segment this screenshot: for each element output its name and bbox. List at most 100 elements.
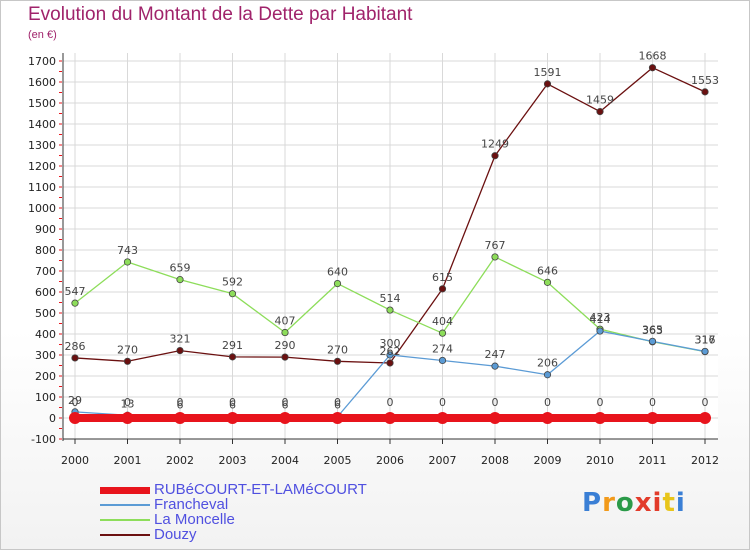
data-label: 659: [170, 262, 191, 275]
data-label: 0: [177, 396, 184, 409]
data-label: 0: [334, 396, 341, 409]
x-tick-label: 2007: [429, 454, 457, 467]
data-point: [384, 412, 396, 424]
logo-letter: i: [675, 488, 686, 518]
data-label: 0: [649, 396, 656, 409]
data-label: 767: [485, 239, 506, 252]
y-tick-label: 1200: [28, 160, 56, 173]
data-point: [281, 328, 289, 337]
data-label: 0: [702, 396, 709, 409]
data-point: [226, 412, 239, 424]
data-point: [333, 357, 342, 365]
data-label: 6: [229, 399, 236, 412]
data-label: 316: [695, 334, 716, 347]
y-tick-label: -100: [31, 433, 56, 446]
grid: [63, 53, 718, 440]
proxiti-logo: Proxiti: [582, 488, 686, 518]
x-tick-label: 2012: [691, 454, 719, 467]
data-point: [333, 279, 342, 288]
data-point: [646, 412, 659, 424]
x-tick-label: 2005: [324, 454, 352, 467]
data-label: 0: [544, 396, 551, 409]
data-point: [123, 357, 132, 365]
data-point: [543, 371, 552, 379]
data-label: 514: [380, 292, 401, 305]
data-label: 274: [432, 342, 453, 355]
series-layer: [69, 64, 711, 424]
data-point: [701, 347, 709, 356]
data-point: [701, 88, 709, 96]
y-tick-label: 400: [35, 328, 56, 341]
data-point: [386, 351, 394, 359]
y-tick-label: 1100: [28, 181, 56, 194]
chart-title: Evolution du Montant de la Dette par Hab…: [28, 4, 413, 25]
y-axis: -100 0 100 200 300 400 500 600 700 800 900 1000 1100…: [28, 53, 64, 446]
y-tick-label: 600: [35, 286, 56, 299]
data-label: 0: [387, 396, 394, 409]
data-point: [491, 362, 499, 370]
data-point: [438, 356, 447, 365]
data-label: 1591: [534, 66, 562, 79]
data-point: [174, 412, 186, 424]
data-point: [541, 412, 554, 424]
legend-swatch: [100, 534, 150, 536]
data-label: 29: [68, 394, 82, 407]
data-point: [279, 412, 291, 424]
data-label: 363: [642, 324, 663, 337]
x-tick-label: 2009: [534, 454, 562, 467]
data-label: 1553: [691, 74, 719, 87]
y-tick-label: 0: [49, 412, 56, 425]
data-point: [648, 337, 657, 345]
data-label: 291: [222, 339, 243, 352]
x-tick-label: 2011: [639, 454, 667, 467]
x-tick-label: 2008: [481, 454, 509, 467]
legend-swatch: [100, 504, 150, 506]
data-point: [594, 412, 606, 424]
data-label: 13: [121, 397, 135, 410]
data-label: 206: [537, 357, 558, 370]
y-tick-label: 1600: [28, 76, 56, 89]
y-tick-label: 700: [35, 265, 56, 278]
data-point: [438, 329, 447, 337]
data-point: [596, 327, 604, 335]
data-point: [176, 276, 184, 284]
x-tick-label: 2003: [219, 454, 247, 467]
data-point: [436, 412, 449, 424]
y-tick-label: 800: [35, 244, 56, 257]
data-label: 321: [170, 333, 191, 346]
data-label: 0: [72, 396, 79, 409]
data-point: [281, 353, 289, 361]
data-point: [71, 299, 79, 307]
data-point: [123, 258, 132, 266]
data-point: [69, 412, 81, 424]
data-label: 300: [380, 337, 401, 350]
data-label: 1249: [481, 138, 509, 151]
x-tick-label: 2006: [376, 454, 404, 467]
logo-letter: o: [615, 488, 635, 518]
data-label: 262: [380, 345, 401, 358]
x-tick-label: 2002: [166, 454, 194, 467]
data-label: 6: [334, 399, 341, 412]
y-tick-label: 1400: [28, 118, 56, 131]
data-point: [648, 64, 657, 72]
data-point: [699, 412, 711, 424]
data-point: [71, 354, 79, 362]
data-label: 0: [492, 396, 499, 409]
data-point: [491, 152, 499, 160]
data-point: [386, 306, 394, 314]
data-label: 290: [275, 339, 296, 352]
y-tick-label: 1300: [28, 139, 56, 152]
logo-letter: r: [602, 488, 616, 518]
legend-label: Douzy: [154, 526, 197, 543]
data-label: 0: [282, 396, 289, 409]
y-tick-label: 500: [35, 307, 56, 320]
data-point: [543, 278, 552, 286]
data-point: [491, 253, 499, 261]
data-label: 0: [439, 396, 446, 409]
y-tick-label: 1000: [28, 202, 56, 215]
data-label: 407: [275, 315, 296, 328]
data-label: 247: [485, 348, 506, 361]
data-label: 317: [695, 333, 716, 346]
data-point: [121, 412, 134, 424]
